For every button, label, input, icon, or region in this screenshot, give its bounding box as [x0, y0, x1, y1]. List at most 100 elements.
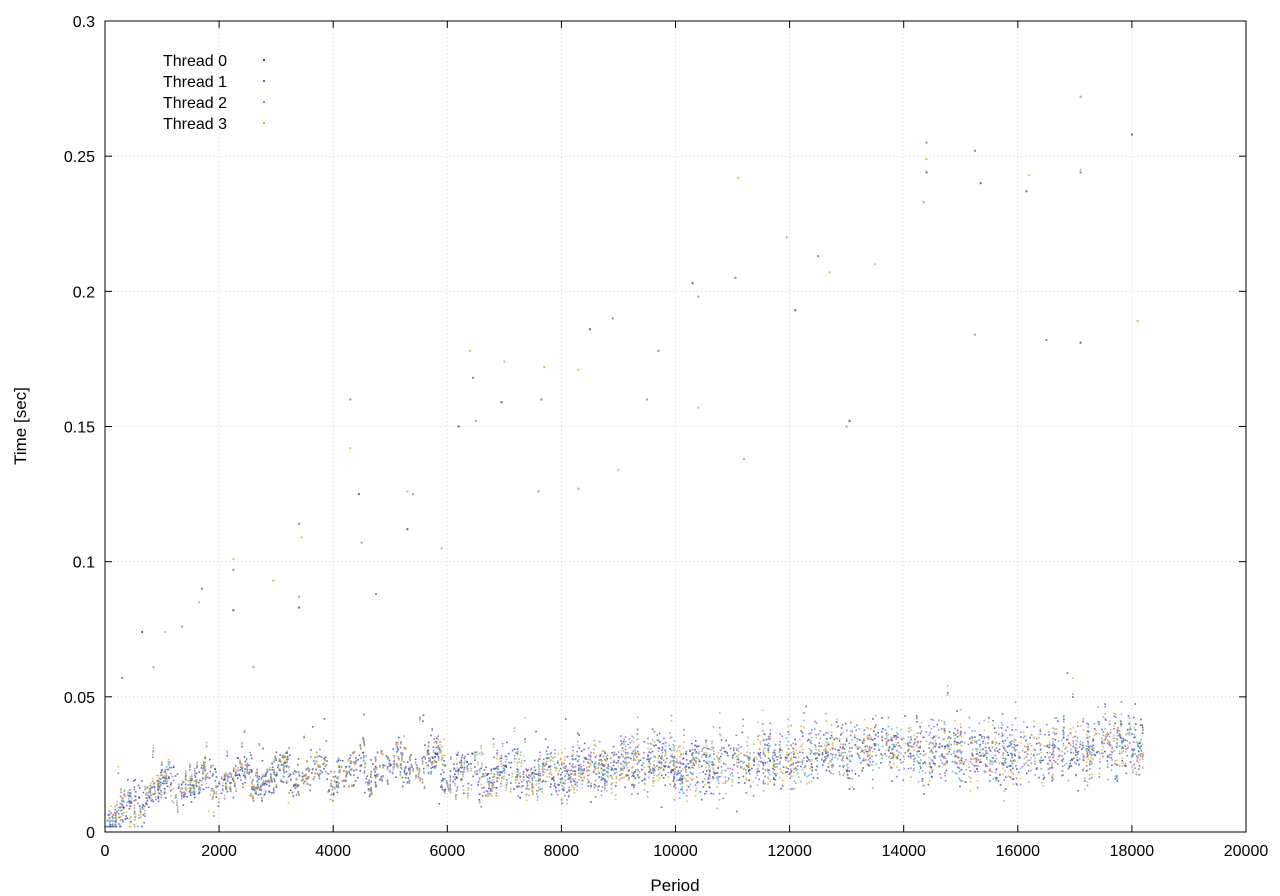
data-point — [971, 758, 974, 760]
data-point — [791, 775, 794, 778]
data-point — [919, 753, 922, 755]
data-point — [930, 768, 933, 770]
data-point — [811, 729, 813, 731]
data-point — [1127, 732, 1129, 735]
data-point — [767, 776, 769, 779]
data-point — [789, 777, 792, 780]
data-point — [875, 763, 877, 765]
data-point — [1121, 741, 1123, 744]
data-point — [235, 790, 237, 792]
data-point — [312, 777, 315, 780]
data-point — [958, 777, 961, 779]
data-point — [432, 766, 434, 768]
data-point — [1095, 733, 1097, 735]
data-point — [719, 734, 722, 737]
data-point — [787, 730, 790, 733]
data-point — [375, 786, 377, 788]
data-point — [717, 751, 720, 754]
data-point — [1015, 728, 1017, 731]
data-point — [337, 786, 340, 788]
data-point — [958, 734, 961, 737]
data-point — [737, 750, 740, 753]
data-point — [427, 754, 430, 756]
data-point — [516, 785, 518, 788]
data-point — [713, 753, 715, 755]
data-point — [680, 762, 682, 765]
data-point — [491, 790, 494, 792]
data-point — [532, 792, 534, 795]
data-point — [598, 762, 600, 764]
data-point — [974, 730, 976, 732]
data-point — [1131, 766, 1133, 769]
data-point — [1132, 749, 1134, 752]
data-point — [1062, 774, 1064, 776]
data-point — [745, 779, 748, 781]
data-point — [675, 766, 678, 768]
data-point — [1026, 764, 1029, 766]
data-point — [408, 769, 411, 771]
data-point — [401, 753, 404, 756]
data-point — [1088, 751, 1091, 753]
data-point — [954, 727, 956, 730]
data-point — [676, 757, 678, 760]
outlier-point — [817, 255, 820, 258]
data-point — [1053, 755, 1055, 757]
data-point — [615, 768, 618, 770]
data-point — [711, 761, 713, 764]
data-point — [740, 767, 742, 769]
data-point — [821, 763, 824, 766]
data-point — [921, 778, 924, 780]
data-point — [275, 783, 278, 786]
data-point — [810, 763, 813, 765]
data-point — [617, 760, 620, 762]
data-point — [538, 779, 540, 781]
data-point — [846, 770, 848, 772]
data-point — [1035, 743, 1038, 745]
data-point — [991, 746, 994, 749]
data-point — [441, 756, 443, 759]
data-point — [705, 747, 707, 749]
data-point — [581, 776, 583, 779]
data-point — [611, 767, 613, 769]
data-point — [657, 779, 660, 781]
data-point — [1042, 759, 1044, 761]
data-point — [888, 746, 891, 749]
data-point — [930, 766, 933, 769]
data-point — [184, 783, 187, 786]
data-point — [806, 739, 809, 742]
data-point — [538, 782, 540, 785]
data-point — [648, 760, 650, 762]
data-point — [718, 727, 721, 729]
data-point — [606, 758, 608, 760]
data-point — [338, 766, 340, 769]
data-point — [724, 776, 727, 778]
data-point — [664, 761, 667, 764]
data-point — [1010, 760, 1012, 762]
data-point — [492, 745, 495, 748]
data-point — [722, 797, 725, 800]
data-point — [890, 738, 892, 741]
data-point — [330, 770, 332, 773]
data-point — [758, 753, 760, 756]
data-point — [1024, 745, 1026, 748]
data-point — [782, 766, 785, 768]
data-point — [774, 752, 776, 754]
data-point — [419, 780, 421, 782]
data-point — [830, 764, 833, 767]
data-point — [830, 731, 833, 734]
data-point — [627, 779, 630, 781]
data-point — [225, 782, 227, 785]
data-point — [148, 796, 150, 799]
data-point — [330, 783, 332, 785]
data-point — [180, 797, 183, 800]
data-point — [717, 782, 720, 784]
data-point — [234, 765, 237, 767]
data-point — [355, 761, 357, 764]
data-point — [974, 741, 976, 743]
data-point — [430, 773, 432, 775]
data-point — [408, 780, 410, 783]
data-point — [992, 741, 994, 743]
data-point — [370, 771, 373, 774]
data-point — [1072, 726, 1075, 729]
data-point — [567, 769, 570, 772]
